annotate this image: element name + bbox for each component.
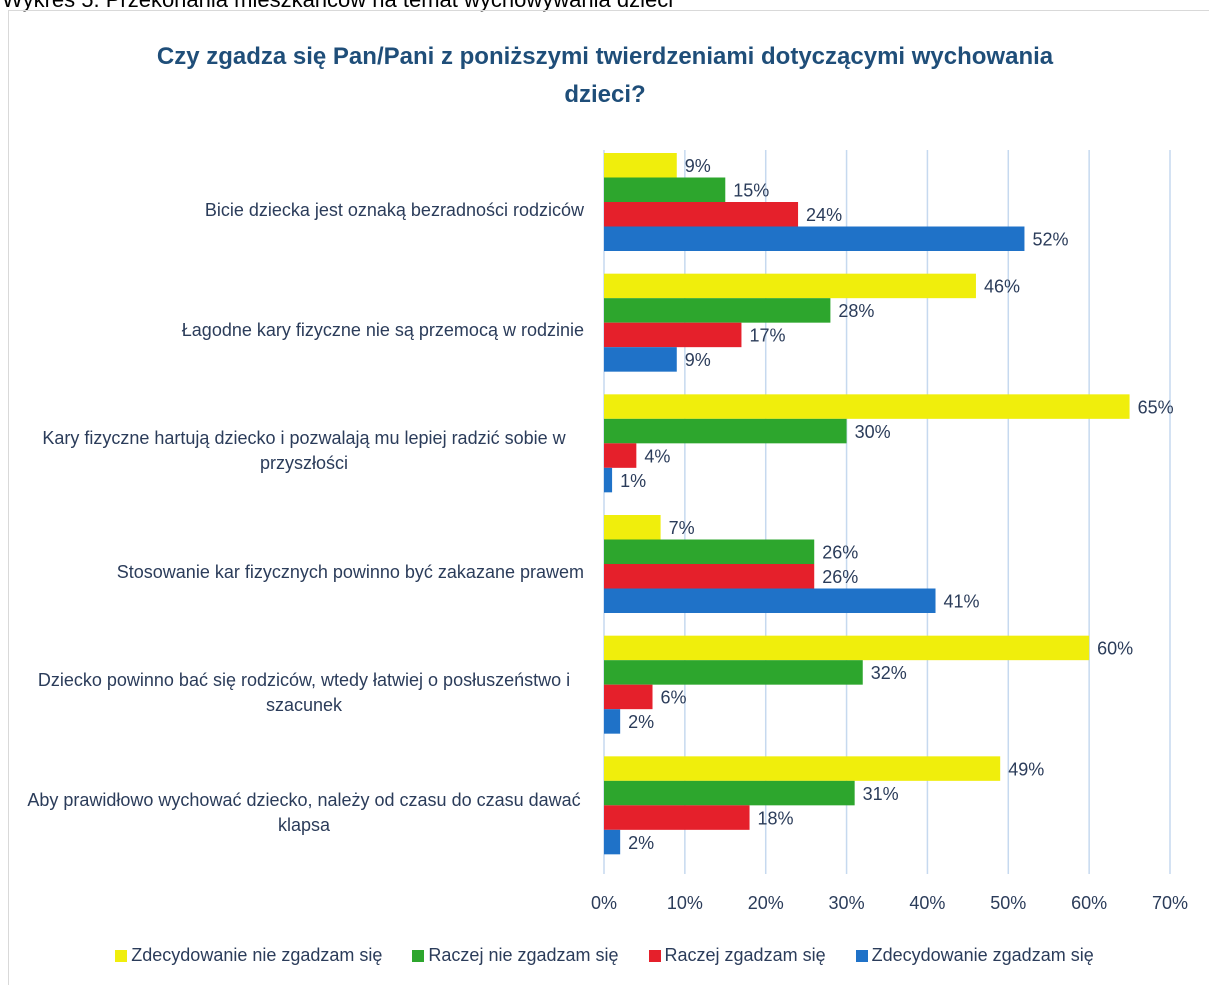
category-label: Łagodne kary fizyczne nie są przemocą w … — [181, 320, 584, 341]
x-tick-label: 40% — [909, 893, 945, 913]
bar — [604, 635, 1090, 661]
value-label: 28% — [838, 301, 874, 321]
legend-item: Zdecydowanie nie zgadzam się — [115, 945, 382, 966]
value-label: 9% — [685, 350, 711, 370]
bar — [604, 418, 847, 444]
category-label-box: Kary fizyczne hartują dziecko i pozwalaj… — [24, 391, 584, 511]
value-label: 24% — [806, 205, 842, 225]
value-label: 30% — [855, 422, 891, 442]
category-label-box: Aby prawidłowo wychować dziecko, należy … — [24, 753, 584, 873]
legend: Zdecydowanie nie zgadzam się Raczej nie z… — [0, 945, 1209, 966]
bar — [604, 273, 976, 299]
category-label: Aby prawidłowo wychować dziecko, należy … — [27, 790, 581, 836]
value-label: 65% — [1138, 397, 1174, 417]
bar — [604, 443, 637, 468]
value-label: 15% — [733, 181, 769, 201]
value-label: 9% — [685, 156, 711, 176]
chart-frame — [8, 10, 1209, 985]
value-label: 41% — [944, 592, 980, 612]
value-label: 32% — [871, 663, 907, 683]
value-label: 18% — [758, 808, 794, 828]
legend-swatch — [412, 949, 425, 962]
bar — [604, 467, 613, 493]
legend-label: Raczej nie zgadzam się — [428, 945, 619, 965]
category-label-box: Dziecko powinno bać się rodziców, wtedy … — [24, 633, 584, 753]
value-label: 1% — [620, 471, 646, 491]
bar — [604, 780, 855, 806]
category-label-box: Bicie dziecka jest oznaką bezradności ro… — [24, 150, 584, 270]
bar — [604, 515, 661, 540]
bar — [604, 709, 621, 734]
bar — [604, 756, 1001, 781]
bar — [604, 660, 863, 685]
value-label: 17% — [749, 326, 785, 346]
bar — [604, 829, 621, 855]
x-tick-label: 60% — [1071, 893, 1107, 913]
value-label: 52% — [1032, 230, 1068, 250]
bar — [604, 298, 831, 323]
chart-title: Czy zgadza się Pan/Pani z poniższymi twi… — [156, 43, 1054, 108]
legend-swatch — [855, 949, 868, 962]
legend-label: Zdecydowanie nie zgadzam się — [131, 945, 383, 965]
legend-swatch — [648, 949, 661, 962]
value-label: 4% — [644, 446, 670, 466]
x-tick-label: 50% — [990, 893, 1026, 913]
bar — [604, 564, 815, 589]
x-tick-label: 30% — [829, 893, 865, 913]
bar — [604, 588, 936, 613]
legend-item: Raczej nie zgadzam się — [412, 945, 619, 966]
legend-swatch — [115, 949, 128, 962]
legend-item: Zdecydowanie zgadzam się — [855, 945, 1094, 966]
bar — [604, 322, 742, 348]
category-label: Stosowanie kar fizycznych powinno być za… — [116, 561, 584, 582]
value-label: 6% — [661, 688, 687, 708]
bar — [604, 153, 677, 178]
value-label: 26% — [822, 567, 858, 587]
value-label: 46% — [984, 277, 1020, 297]
category-label-box: Stosowanie kar fizycznych powinno być za… — [24, 512, 584, 632]
category-label: Dziecko powinno bać się rodziców, wtedy … — [37, 669, 571, 715]
value-label: 2% — [628, 712, 654, 732]
value-label: 2% — [628, 833, 654, 853]
value-label: 49% — [1008, 759, 1044, 779]
bar — [604, 394, 1130, 419]
caption: Wykres 5. Przekonania mieszkańców na tem… — [2, 0, 673, 13]
legend-label: Zdecydowanie zgadzam się — [871, 945, 1094, 965]
value-label: 7% — [669, 518, 695, 538]
bar — [604, 202, 799, 227]
bar — [604, 177, 726, 202]
value-label: 31% — [863, 784, 899, 804]
category-label: Bicie dziecka jest oznaką bezradności ro… — [204, 199, 584, 220]
bar — [604, 805, 750, 830]
value-label: 60% — [1097, 639, 1133, 659]
x-tick-label: 0% — [591, 893, 617, 913]
bar — [604, 684, 653, 710]
category-label: Kary fizyczne hartują dziecko i pozwalaj… — [42, 428, 566, 474]
bar — [604, 347, 677, 372]
x-tick-label: 10% — [667, 893, 703, 913]
legend-label: Raczej zgadzam się — [664, 945, 826, 965]
value-label: 26% — [822, 543, 858, 563]
bar — [604, 539, 815, 564]
x-tick-label: 70% — [1152, 893, 1188, 913]
x-tick-label: 20% — [748, 893, 784, 913]
category-label-box: Łagodne kary fizyczne nie są przemocą w … — [24, 271, 584, 391]
legend-item: Raczej zgadzam się — [648, 945, 826, 966]
bar — [604, 226, 1025, 251]
